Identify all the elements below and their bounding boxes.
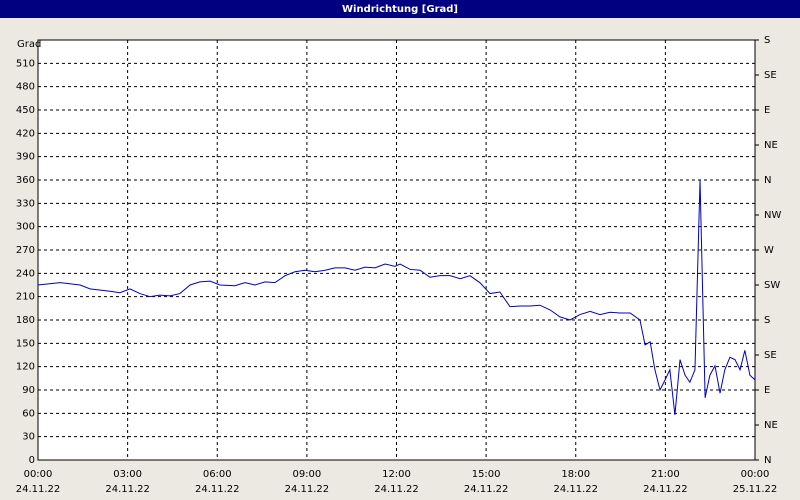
y2-tick-label: W [764,245,774,256]
y2-tick-label: N [764,175,771,186]
y-tick-label: 120 [16,362,35,373]
title-bar [0,0,800,18]
x-tick-date: 24.11.22 [105,484,150,495]
x-tick-date: 24.11.22 [553,484,598,495]
y2-tick-label: E [764,105,770,116]
y2-tick-label: SE [764,350,777,361]
y2-tick-label: NE [764,140,778,151]
y2-tick-label: SW [764,280,780,291]
x-tick-date: 24.11.22 [374,484,419,495]
y-tick-label: 480 [16,82,35,93]
x-tick-date: 24.11.22 [16,484,61,495]
x-tick-date: 24.11.22 [643,484,688,495]
y2-tick-label: S [764,35,770,46]
y-tick-label: 240 [16,268,35,279]
y-tick-label: 360 [16,175,35,186]
x-tick-date: 25.11.22 [733,484,778,495]
x-tick-label: 03:00 [113,469,142,480]
x-tick-date: 24.11.22 [464,484,509,495]
y-tick-label: 330 [16,198,35,209]
y-axis-label: Grad [17,39,41,50]
x-tick-label: 12:00 [382,469,411,480]
x-tick-label: 00:00 [24,469,53,480]
y-tick-label: 210 [16,292,35,303]
y2-tick-label: S [764,315,770,326]
x-tick-label: 21:00 [651,469,680,480]
y-tick-label: 450 [16,105,35,116]
y-tick-label: 270 [16,245,35,256]
x-tick-label: 09:00 [292,469,321,480]
y2-tick-label: NW [764,210,781,221]
y-tick-label: 180 [16,315,35,326]
x-tick-label: 06:00 [203,469,232,480]
y-tick-label: 30 [22,432,35,443]
y-tick-label: 90 [22,385,35,396]
y-tick-label: 420 [16,128,35,139]
x-tick-label: 00:00 [741,469,770,480]
data-line [37,179,756,415]
x-tick-label: 18:00 [561,469,590,480]
y2-tick-label: SE [764,70,777,81]
y-tick-label: 300 [16,222,35,233]
y-tick-label: 60 [22,408,35,419]
plot-border [37,39,756,461]
y2-tick-label: E [764,385,770,396]
x-tick-date: 24.11.22 [195,484,240,495]
y-tick-label: 0 [29,455,35,466]
x-tick-label: 15:00 [472,469,501,480]
y-tick-label: 390 [16,152,35,163]
y-tick-label: 510 [16,58,35,69]
y2-tick-label: N [764,455,771,466]
y2-tick-label: NE [764,420,778,431]
y-tick-label: 150 [16,338,35,349]
x-tick-date: 24.11.22 [285,484,330,495]
chart-title: Windrichtung [Grad] [342,4,458,15]
